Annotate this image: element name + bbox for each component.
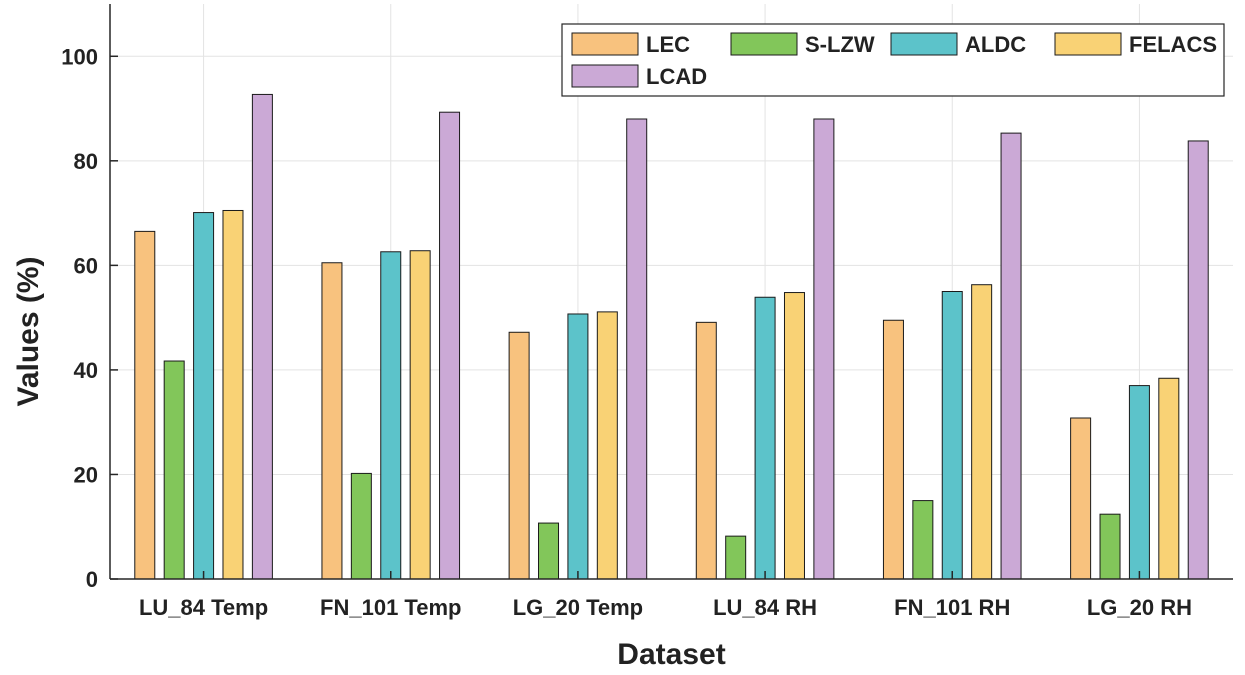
bar-felacs-5: [971, 284, 993, 580]
x-tick-label: LG_20 Temp: [513, 595, 643, 620]
legend: LEC S-LZW ALDC FELACS LCAD: [561, 23, 1225, 97]
axes-layer: [109, 4, 1233, 580]
legend-swatch-lcad: [571, 64, 639, 88]
y-tick-label: 20: [74, 462, 98, 487]
y-tick-label: 100: [61, 44, 98, 69]
bar-felacs-2: [409, 250, 431, 580]
bar-lec-1: [134, 230, 156, 580]
bar-felacs-1: [222, 209, 244, 580]
legend-label-lec: LEC: [646, 32, 690, 57]
bar-aldc-2: [380, 251, 402, 580]
bar-aldc-4: [754, 296, 776, 580]
x-axis-title: Dataset: [617, 638, 725, 670]
bar-lcad-1: [251, 93, 273, 580]
legend-label-felacs: FELACS: [1129, 32, 1217, 57]
bar-lec-6: [1070, 417, 1092, 580]
x-tick-label: FN_101 RH: [894, 595, 1010, 620]
x-tick-label: LU_84 RH: [713, 595, 817, 620]
bar-lcad-3: [626, 118, 648, 580]
bar-lec-2: [321, 262, 343, 580]
legend-swatch-aldc: [890, 32, 958, 56]
bar-lec-4: [695, 321, 717, 580]
bar-aldc-1: [193, 212, 215, 580]
bar-aldc-6: [1128, 385, 1150, 580]
bar-s-lzw-2: [350, 472, 372, 580]
y-tick-label: 40: [74, 358, 98, 383]
bar-aldc-5: [941, 291, 963, 580]
bar-s-lzw-3: [538, 522, 560, 580]
bar-aldc-3: [567, 313, 589, 580]
x-tick-label: LU_84 Temp: [139, 595, 268, 620]
bar-lec-5: [882, 319, 904, 580]
tick-labels-layer: 0 20 40 60 80 100 LU_84 Temp FN_101 Temp LG_20 T…: [61, 44, 1192, 620]
legend-swatch-felacs: [1054, 32, 1122, 56]
y-tick-label: 80: [74, 149, 98, 174]
bar-s-lzw-1: [163, 360, 185, 580]
bar-lcad-4: [813, 118, 835, 580]
y-tick-label: 0: [86, 567, 98, 592]
legend-swatch-s-lzw: [730, 32, 798, 56]
y-tick-label: 60: [74, 253, 98, 278]
x-tick-label: LG_20 RH: [1087, 595, 1192, 620]
legend-swatch-lec: [571, 32, 639, 56]
bar-lcad-5: [1000, 132, 1022, 580]
bar-lec-3: [508, 331, 530, 580]
y-axis-title: Values (%): [12, 256, 45, 406]
bars-layer: [134, 93, 1209, 580]
bar-s-lzw-5: [912, 500, 934, 580]
bar-s-lzw-6: [1099, 513, 1121, 580]
bar-felacs-6: [1158, 377, 1180, 580]
x-tick-label: FN_101 Temp: [320, 595, 461, 620]
bar-s-lzw-4: [725, 535, 747, 580]
legend-label-lcad: LCAD: [646, 64, 707, 89]
bar-felacs-4: [783, 292, 805, 580]
bar-lcad-2: [439, 111, 461, 580]
legend-label-aldc: ALDC: [965, 32, 1026, 57]
bar-lcad-6: [1187, 140, 1209, 580]
legend-label-s-lzw: S-LZW: [805, 32, 875, 57]
bar-felacs-3: [596, 311, 618, 580]
